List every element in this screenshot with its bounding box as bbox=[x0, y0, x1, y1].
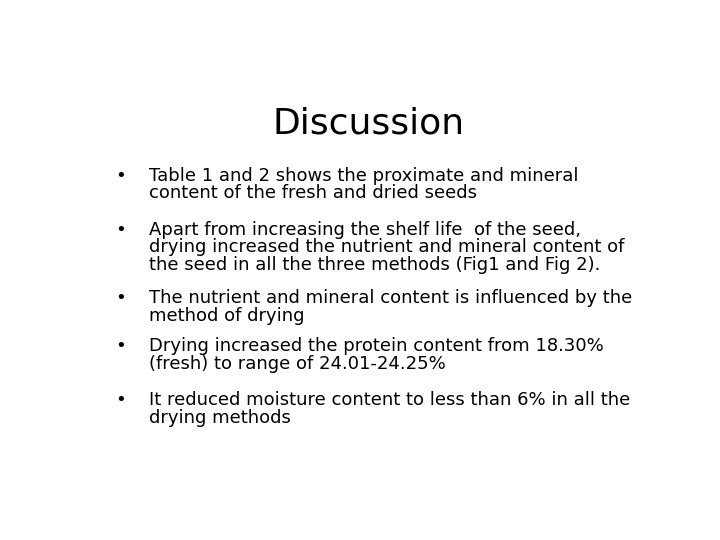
Text: method of drying: method of drying bbox=[148, 307, 304, 325]
Text: •: • bbox=[115, 221, 126, 239]
Text: Apart from increasing the shelf life  of the seed,: Apart from increasing the shelf life of … bbox=[148, 221, 580, 239]
Text: •: • bbox=[115, 337, 126, 355]
Text: •: • bbox=[115, 289, 126, 307]
Text: The nutrient and mineral content is influenced by the: The nutrient and mineral content is infl… bbox=[148, 289, 632, 307]
Text: Drying increased the protein content from 18.30%: Drying increased the protein content fro… bbox=[148, 337, 603, 355]
Text: Discussion: Discussion bbox=[273, 106, 465, 140]
Text: drying increased the nutrient and mineral content of: drying increased the nutrient and minera… bbox=[148, 238, 624, 256]
Text: It reduced moisture content to less than 6% in all the: It reduced moisture content to less than… bbox=[148, 391, 630, 409]
Text: content of the fresh and dried seeds: content of the fresh and dried seeds bbox=[148, 184, 477, 202]
Text: •: • bbox=[115, 167, 126, 185]
Text: the seed in all the three methods (Fig1 and Fig 2).: the seed in all the three methods (Fig1 … bbox=[148, 255, 600, 274]
Text: (fresh) to range of 24.01-24.25%: (fresh) to range of 24.01-24.25% bbox=[148, 355, 446, 373]
Text: Table 1 and 2 shows the proximate and mineral: Table 1 and 2 shows the proximate and mi… bbox=[148, 167, 578, 185]
Text: •: • bbox=[115, 391, 126, 409]
Text: drying methods: drying methods bbox=[148, 409, 290, 427]
